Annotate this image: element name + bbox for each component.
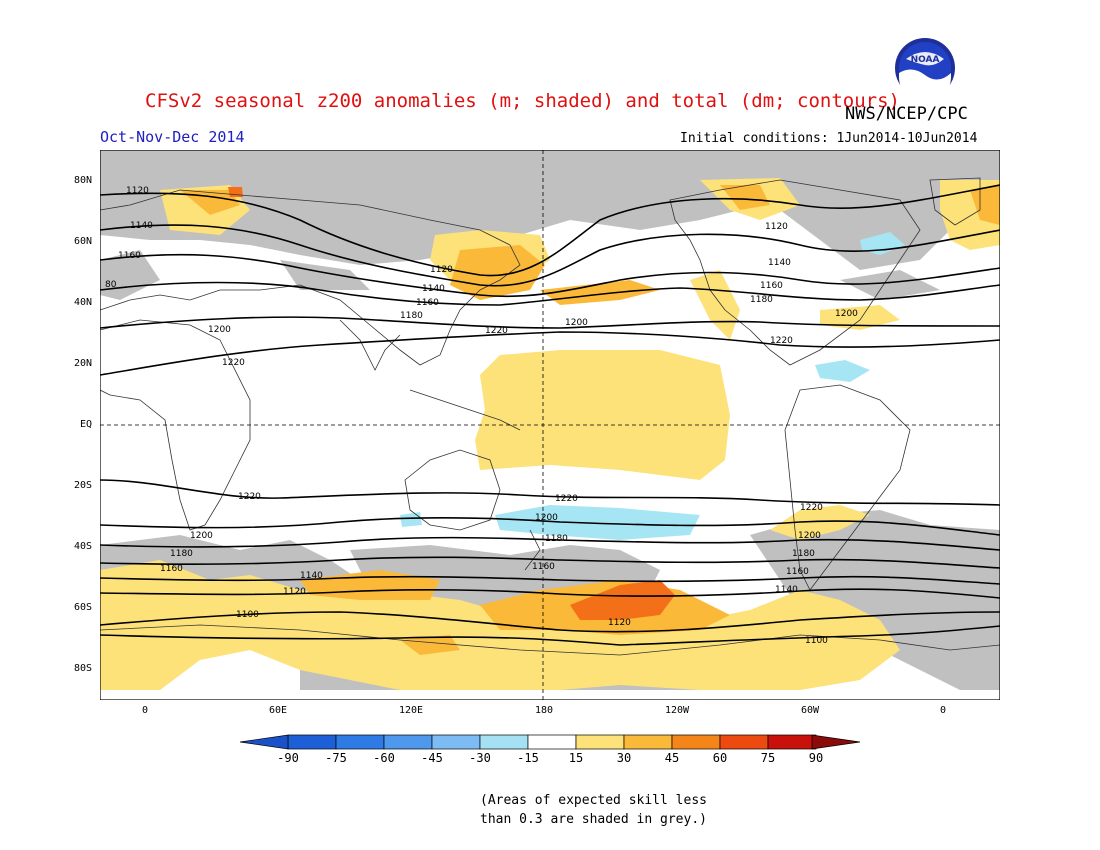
colorbar-tick-label: -60 bbox=[373, 751, 395, 765]
lat-label-20n: 20N bbox=[74, 358, 93, 369]
contour-label-1120-n: 1120 bbox=[430, 265, 453, 275]
lon-label-60e: 60E bbox=[268, 705, 288, 716]
z200-anomaly-map: 1120 1140 1160 80 1120 1140 1160 1180 12… bbox=[100, 150, 1000, 700]
colorbar-tick-label: -90 bbox=[277, 751, 299, 765]
colorbar-tick-label: -45 bbox=[421, 751, 443, 765]
contour-label-1120-s: 1120 bbox=[608, 618, 631, 628]
footnote-line-2: than 0.3 are shaded in grey.) bbox=[480, 812, 707, 827]
footnote-line-1: (Areas of expected skill less bbox=[480, 793, 707, 808]
lat-label-40s: 40S bbox=[74, 541, 93, 552]
contour-label-1160-se: 1160 bbox=[786, 567, 809, 577]
colorbar-tick-label: -30 bbox=[469, 751, 491, 765]
coastlines bbox=[100, 177, 1000, 656]
colorbar-tick-label: 90 bbox=[808, 751, 824, 765]
colorbar-swatch bbox=[335, 734, 385, 750]
initial-conditions-label: Initial conditions: 1Jun2014-10Jun2014 bbox=[680, 131, 978, 146]
noaa-logo-icon: NOAA bbox=[895, 38, 955, 99]
colorbar-swatch bbox=[527, 734, 577, 750]
contour-label-1220-n: 1220 bbox=[485, 326, 508, 336]
lat-label-eq: EQ bbox=[80, 419, 93, 430]
contour-label-1180-sw: 1180 bbox=[170, 549, 193, 559]
period-label: Oct-Nov-Dec 2014 bbox=[100, 128, 245, 146]
lat-label-40n: 40N bbox=[74, 297, 93, 308]
contour-label-1160-s: 1160 bbox=[532, 562, 555, 572]
lat-label-60n: 60N bbox=[74, 236, 93, 247]
negative-anomaly-lightblue bbox=[400, 232, 905, 540]
colorbar-swatch bbox=[431, 734, 481, 750]
contour-label-1120-nw: 1120 bbox=[126, 186, 149, 196]
contour-label-1200-nw: 1200 bbox=[208, 325, 231, 335]
contour-label-1180-se: 1180 bbox=[792, 549, 815, 559]
colorbar-tick-label: 15 bbox=[568, 751, 584, 765]
colorbar-tick-label: 45 bbox=[664, 751, 680, 765]
colorbar-swatch bbox=[575, 734, 625, 750]
colorbar-swatch bbox=[383, 734, 433, 750]
contour-label-1200-ne: 1200 bbox=[835, 309, 858, 319]
contour-label-1220-w: 1220 bbox=[222, 358, 245, 368]
colorbar-right-arrow bbox=[811, 734, 861, 750]
contour-label-1200-n: 1200 bbox=[565, 318, 588, 328]
contour-label-1140-sw: 1140 bbox=[300, 571, 323, 581]
contour-label-1100-se: 1100 bbox=[805, 636, 828, 646]
colorbar-swatch bbox=[479, 734, 529, 750]
contour-label-1180-ne: 1180 bbox=[750, 295, 773, 305]
contour-label-1100-sw: 1100 bbox=[236, 610, 259, 620]
colorbar-tick-label: 75 bbox=[760, 751, 776, 765]
lat-label-80s: 80S bbox=[74, 663, 93, 674]
lat-label-20s: 20S bbox=[74, 480, 93, 491]
lat-label-60s: 60S bbox=[74, 602, 93, 613]
contour-label-1120-ne: 1120 bbox=[765, 222, 788, 232]
map-title: CFSv2 seasonal z200 anomalies (m; shaded… bbox=[145, 90, 900, 112]
contour-label-1160-sw: 1160 bbox=[160, 564, 183, 574]
lon-label-0-west: 0 bbox=[141, 705, 149, 716]
contour-label-1200-se: 1200 bbox=[798, 531, 821, 541]
noaa-logo-text: NOAA bbox=[911, 55, 940, 65]
colorbar-tick-label: -75 bbox=[325, 751, 347, 765]
colorbar-tick-label: -15 bbox=[517, 751, 539, 765]
colorbar-swatch bbox=[767, 734, 817, 750]
contour-label-1140-se: 1140 bbox=[775, 585, 798, 595]
colorbar-swatch bbox=[623, 734, 673, 750]
lon-label-180: 180 bbox=[534, 705, 554, 716]
contour-label-1180-n: 1180 bbox=[400, 311, 423, 321]
contour-label-1200-sw: 1200 bbox=[190, 531, 213, 541]
contour-label-1180-s: 1180 bbox=[545, 534, 568, 544]
agency-label: NWS/NCEP/CPC bbox=[845, 104, 968, 124]
contour-label-1120-sw: 1120 bbox=[283, 587, 306, 597]
contour-label-1220-se: 1220 bbox=[800, 503, 823, 513]
colorbar-swatch bbox=[287, 734, 337, 750]
colorbar-swatch bbox=[671, 734, 721, 750]
colorbar-left-arrow bbox=[239, 734, 289, 750]
colorbar-tick-label: 60 bbox=[712, 751, 728, 765]
lon-label-120w: 120W bbox=[664, 705, 690, 716]
lat-label-80n: 80N bbox=[74, 175, 93, 186]
contour-label-1220-s: 1220 bbox=[555, 494, 578, 504]
contour-label-80-nw: 80 bbox=[105, 280, 117, 290]
lon-label-0-east: 0 bbox=[939, 705, 947, 716]
lon-label-60w: 60W bbox=[800, 705, 820, 716]
colorbar-tick-label: 30 bbox=[616, 751, 632, 765]
contour-label-1140-n: 1140 bbox=[422, 284, 445, 294]
contour-label-1220-sw: 1220 bbox=[238, 492, 261, 502]
contour-label-1160-n: 1160 bbox=[416, 298, 439, 308]
anomaly-colorbar bbox=[239, 734, 861, 750]
contour-label-1220-ne: 1220 bbox=[770, 336, 793, 346]
contour-label-1160-ne: 1160 bbox=[760, 281, 783, 291]
contour-label-1160-nw: 1160 bbox=[118, 251, 141, 261]
lon-label-120e: 120E bbox=[398, 705, 424, 716]
contour-label-1140-nw: 1140 bbox=[130, 221, 153, 231]
colorbar-swatch bbox=[719, 734, 769, 750]
contour-label-1140-ne: 1140 bbox=[768, 258, 791, 268]
contour-label-1200-s: 1200 bbox=[535, 513, 558, 523]
height-contours bbox=[100, 184, 1000, 646]
